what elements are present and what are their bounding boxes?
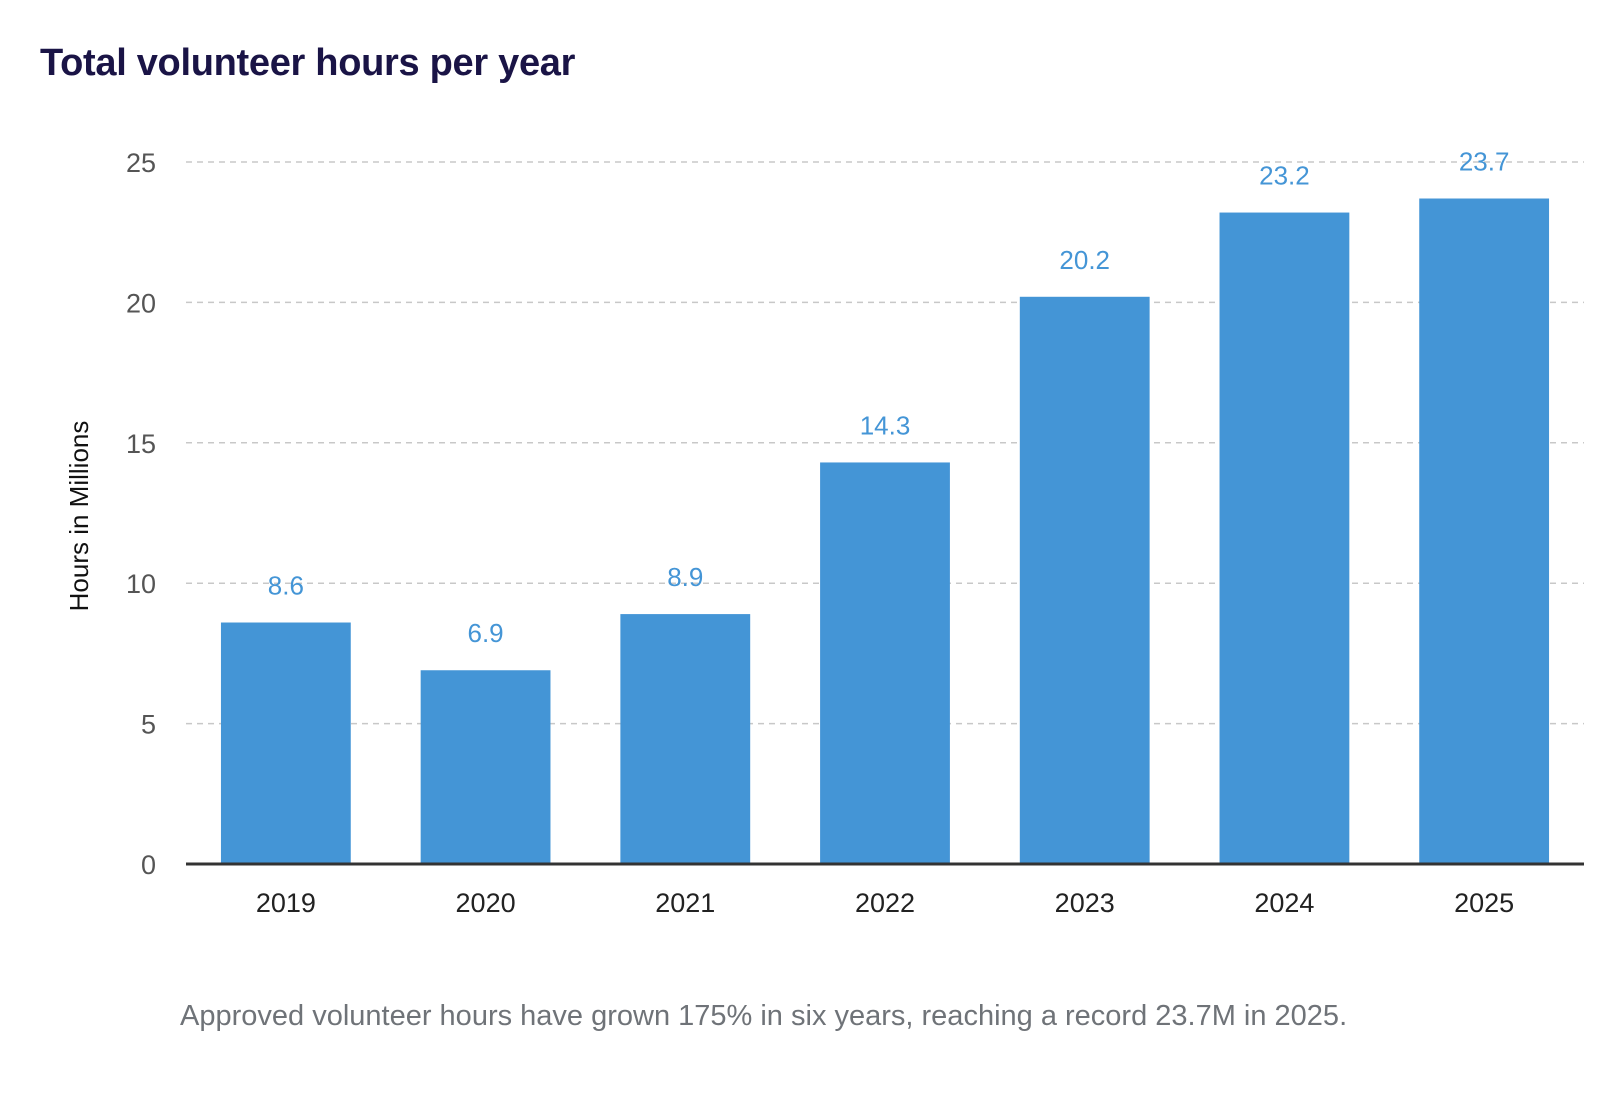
bar-2023 <box>1019 296 1150 864</box>
x-tick-label-2019: 2019 <box>256 888 316 918</box>
value-label-2021: 8.9 <box>667 562 703 592</box>
x-tick-label-2023: 2023 <box>1055 888 1115 918</box>
x-tick-label-2022: 2022 <box>855 888 915 918</box>
y-tick-label: 15 <box>126 429 156 459</box>
value-label-2022: 14.3 <box>860 410 911 440</box>
y-axis-label: Hours in Millions <box>64 421 94 612</box>
y-tick-label: 20 <box>126 288 156 318</box>
y-tick-label: 10 <box>126 569 156 599</box>
bar-2025 <box>1419 198 1550 864</box>
value-label-2023: 20.2 <box>1059 245 1110 275</box>
x-tick-label-2025: 2025 <box>1454 888 1514 918</box>
bar-2019 <box>220 622 351 864</box>
chart-caption: Approved volunteer hours have grown 175%… <box>180 1000 1348 1032</box>
x-tick-label-2024: 2024 <box>1254 888 1314 918</box>
chart-title: Total volunteer hours per year <box>40 42 576 84</box>
bar-2020 <box>420 670 551 864</box>
bar-2024 <box>1219 212 1350 864</box>
bar-2021 <box>620 614 751 864</box>
value-label-2020: 6.9 <box>467 618 503 648</box>
bar-2022 <box>820 462 950 864</box>
bars <box>220 198 1550 864</box>
y-tick-label: 25 <box>126 148 156 178</box>
x-axis-ticks: 2019 2020 2021 2022 2023 2024 2025 <box>256 888 1514 918</box>
value-label-2025: 23.7 <box>1459 147 1510 177</box>
value-label-2024: 23.2 <box>1259 161 1310 191</box>
y-tick-label: 0 <box>141 850 156 880</box>
value-labels: 8.6 6.9 8.9 14.3 20.2 23.2 23.7 <box>268 147 1510 649</box>
value-label-2019: 8.6 <box>268 571 304 601</box>
x-tick-label-2021: 2021 <box>655 888 715 918</box>
y-tick-label: 5 <box>141 710 156 740</box>
x-tick-label-2020: 2020 <box>456 888 516 918</box>
y-axis-ticks: 0 5 10 15 20 25 <box>126 148 156 880</box>
